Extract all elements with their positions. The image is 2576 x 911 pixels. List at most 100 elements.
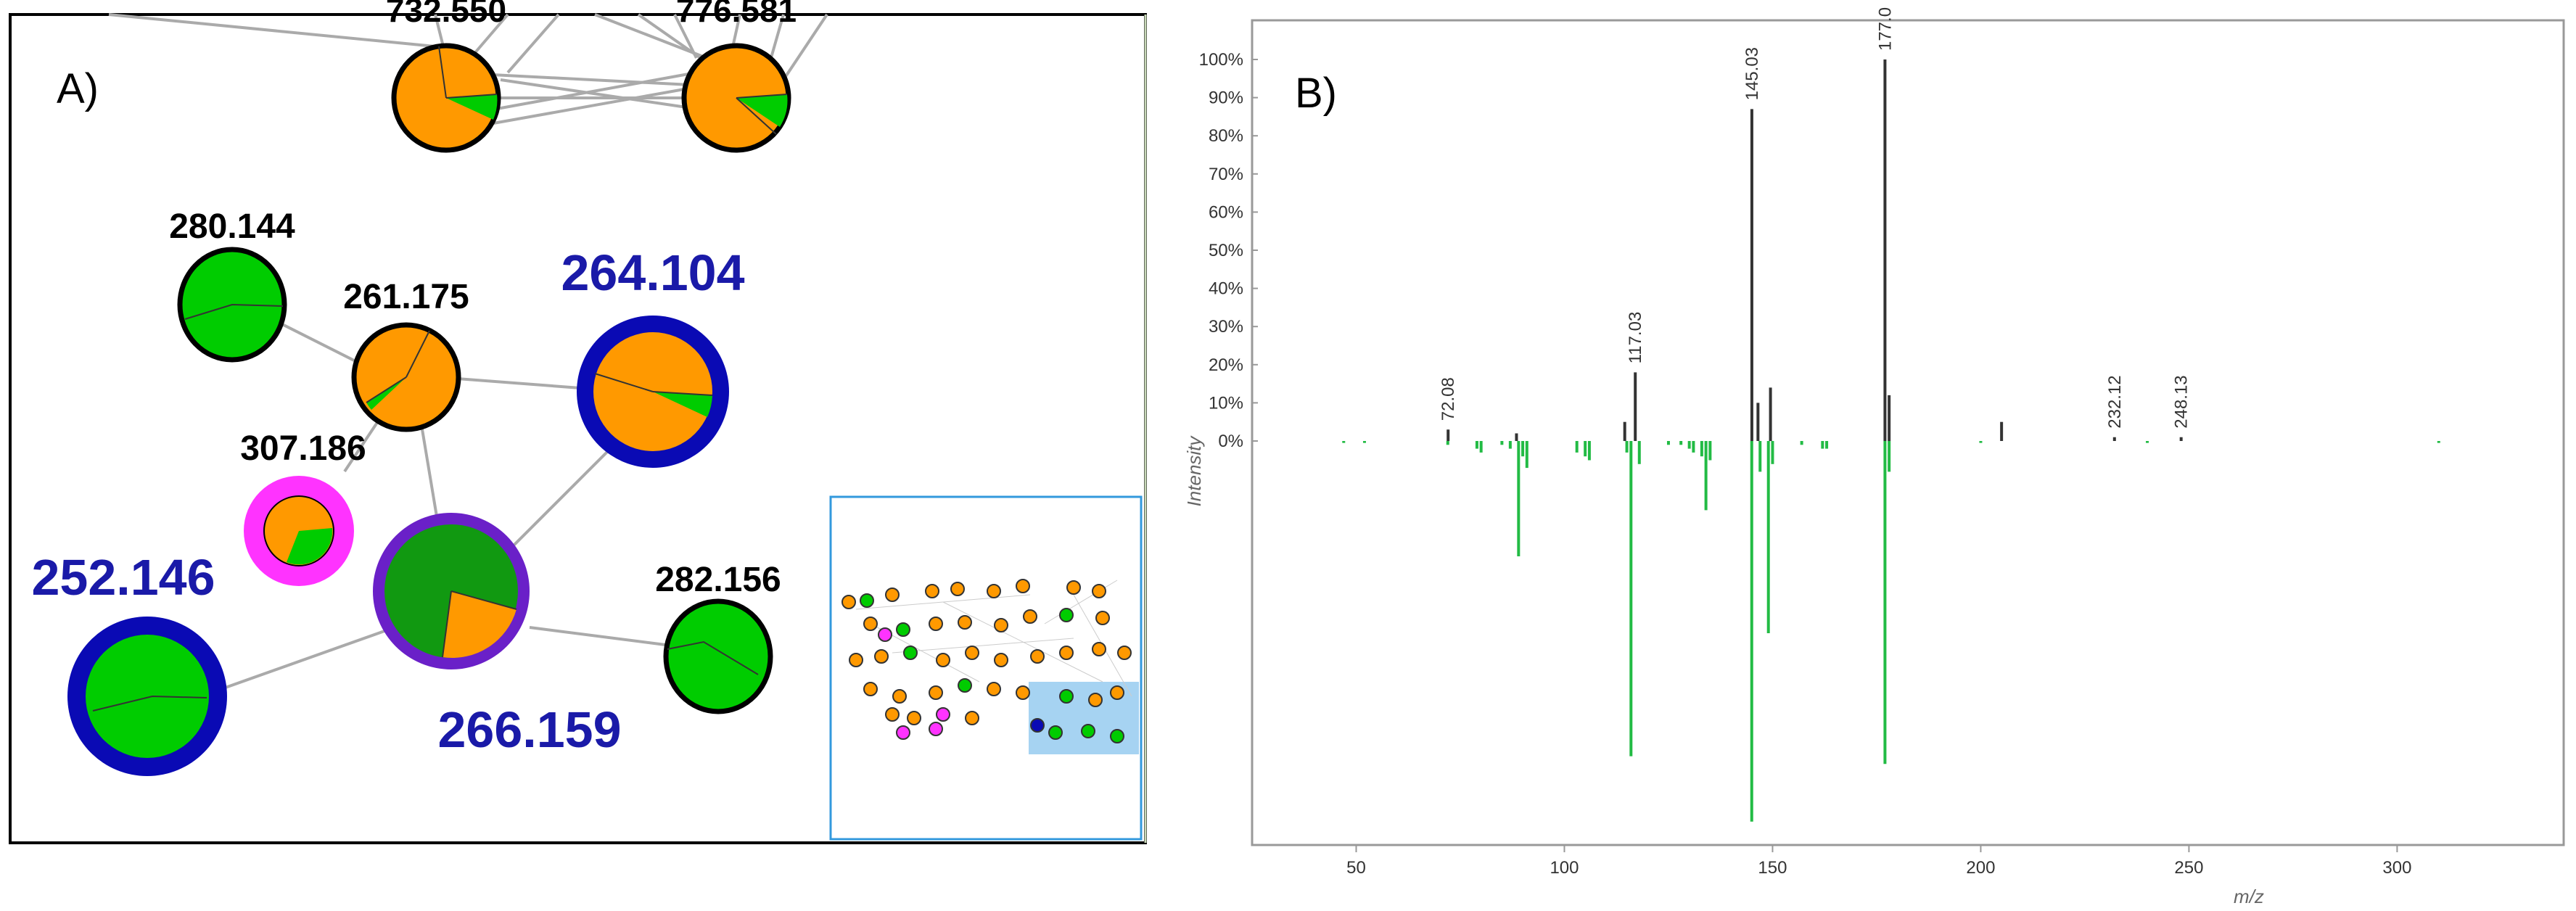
minimap-node — [1117, 646, 1132, 660]
minimap-node — [885, 707, 900, 722]
minimap-node — [841, 595, 856, 609]
node-label: 280.144 — [169, 207, 295, 246]
node-307[interactable]: 307.186 — [240, 429, 366, 586]
minimap-node — [1023, 609, 1037, 624]
minimap-nodes — [841, 579, 1132, 743]
node-label: 307.186 — [240, 429, 366, 468]
minimap-node — [929, 617, 943, 631]
node-264[interactable]: 264.104 — [561, 244, 745, 468]
x-tick-label: 150 — [1758, 858, 1787, 878]
node-266[interactable]: 266.159 — [373, 513, 622, 758]
y-tick-label: 40% — [1209, 279, 1243, 299]
y-tick-label: 50% — [1209, 241, 1243, 260]
minimap-node — [958, 678, 972, 693]
panel-b: B) 0% 10% 20% 30% 40% 50% 60% 70% 80% 90% 100% 50 10… — [1183, 7, 2565, 907]
x-axis-title: m/z — [2234, 886, 2264, 907]
node-776[interactable]: 776.581 — [676, 0, 797, 153]
minimap-node — [849, 653, 863, 667]
minimap-node — [958, 615, 972, 630]
spectrum-axes: 0% 10% 20% 30% 40% 50% 60% 70% 80% 90% 100% 50 100 15… — [1199, 50, 2412, 878]
minimap-node — [863, 682, 878, 696]
minimap-node — [965, 646, 979, 660]
minimap-node — [863, 617, 878, 631]
peak-label: 145.03 — [1742, 47, 1762, 100]
minimap-node — [987, 682, 1001, 696]
minimap-node — [878, 627, 892, 642]
peak-label: 232.12 — [2105, 375, 2125, 428]
panel-b-label: B) — [1295, 70, 1337, 117]
minimap-node — [1016, 579, 1030, 593]
minimap-node — [1030, 718, 1045, 733]
minimap-node — [1092, 642, 1106, 656]
node-252[interactable]: 252.146 — [31, 549, 227, 776]
minimap-node — [903, 646, 918, 660]
peak-label: 72.08 — [1439, 377, 1458, 421]
minimap-node — [1095, 611, 1110, 625]
node-label: 264.104 — [561, 244, 744, 301]
x-tick-label: 300 — [2382, 858, 2411, 878]
network-minimap[interactable] — [829, 495, 1143, 841]
x-tick-label: 250 — [2174, 858, 2203, 878]
minimap-node — [1059, 608, 1074, 622]
minimap-node — [1066, 580, 1081, 595]
node-282[interactable]: 282.156 — [655, 561, 781, 714]
peak-label: 117.03 — [1626, 312, 1645, 364]
minimap-node — [1016, 685, 1030, 700]
minimap-node — [936, 653, 950, 667]
minimap-node — [1030, 649, 1045, 664]
x-tick-label: 100 — [1550, 858, 1579, 878]
minimap-node — [860, 593, 874, 608]
minimap-node — [1092, 584, 1106, 598]
minimap-node — [1059, 689, 1074, 704]
node-label: 732.550 — [386, 0, 506, 29]
minimap-node — [994, 618, 1008, 632]
node-label: 252.146 — [31, 549, 215, 606]
minimap-node — [1088, 693, 1103, 707]
minimap-node — [965, 711, 979, 725]
minimap-node — [892, 689, 907, 704]
y-tick-label: 70% — [1209, 165, 1243, 184]
minimap-node — [994, 653, 1008, 667]
y-tick-label: 60% — [1209, 202, 1243, 222]
y-tick-label: 20% — [1209, 355, 1243, 375]
minimap-node — [1048, 725, 1063, 740]
node-261[interactable]: 261.175 — [343, 278, 469, 432]
spectrum-plot-area — [1251, 19, 2565, 846]
y-tick-label: 10% — [1209, 393, 1243, 413]
minimap-node — [929, 685, 943, 700]
node-label: 776.581 — [676, 0, 797, 29]
minimap-node — [950, 582, 965, 596]
minimap-node — [987, 584, 1001, 598]
peak-label: 248.13 — [2172, 375, 2192, 428]
y-tick-label: 90% — [1209, 88, 1243, 108]
y-tick-label: 100% — [1199, 50, 1243, 70]
y-axis-title: Intensity — [1183, 435, 1205, 507]
minimap-node — [1081, 724, 1095, 738]
x-tick-label: 200 — [1966, 858, 1995, 878]
node-label: 261.175 — [343, 278, 469, 316]
node-732[interactable]: 732.550 — [386, 0, 506, 153]
spectrum-peaks: 72.08 117.03 145.03 177.0 232.12 248.13 — [1342, 7, 2440, 822]
y-tick-label: 0% — [1218, 432, 1243, 451]
minimap-node — [874, 649, 889, 664]
panel-a-label: A) — [57, 65, 99, 112]
minimap-node — [925, 584, 939, 598]
x-tick-label: 50 — [1346, 858, 1366, 878]
minimap-node — [936, 707, 950, 722]
node-label: 266.159 — [437, 701, 621, 758]
minimap-node — [929, 722, 943, 736]
peak-label: 177.0 — [1875, 7, 1895, 51]
minimap-node — [885, 588, 900, 602]
minimap-node — [896, 725, 910, 740]
minimap-node — [907, 711, 921, 725]
panel-a: 732.550 776.581 280.144 261.175 — [9, 0, 1147, 844]
minimap-node — [1110, 729, 1124, 743]
minimap-node — [896, 622, 910, 637]
node-label: 282.156 — [655, 561, 781, 599]
minimap-node — [1110, 685, 1124, 700]
minimap-node — [1059, 646, 1074, 660]
y-tick-label: 80% — [1209, 126, 1243, 146]
node-280[interactable]: 280.144 — [169, 207, 295, 363]
y-tick-label: 30% — [1209, 317, 1243, 337]
